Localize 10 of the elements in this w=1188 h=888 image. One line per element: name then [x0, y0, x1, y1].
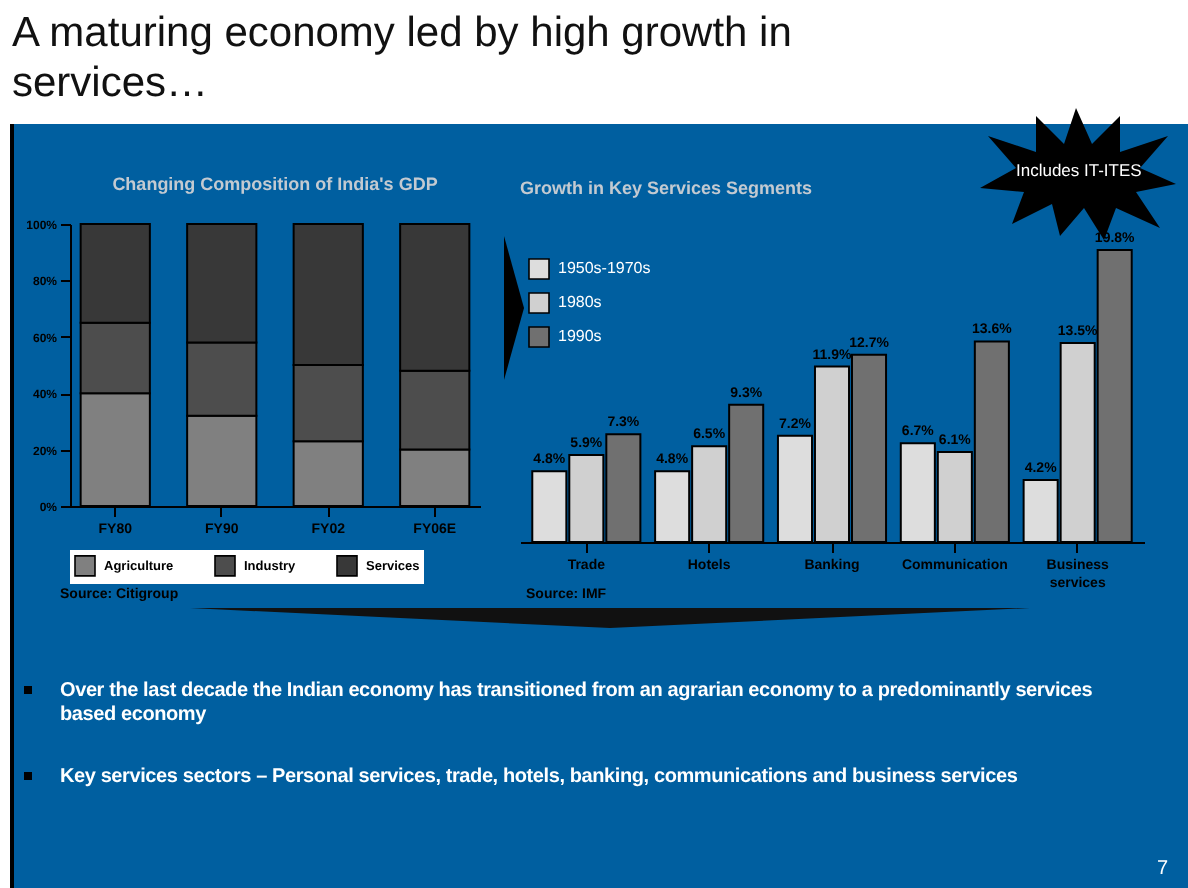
- chart-title: Changing Composition of India's GDP: [112, 174, 438, 194]
- legend-label: 1990s: [558, 327, 602, 345]
- text: Includes IT-ITES: [1016, 160, 1142, 180]
- text: Key services sectors – Personal services, trade, hotels, banking, communications and business services: [60, 766, 1020, 790]
- text: 7: [1156, 858, 1168, 880]
- legend-label: 1950s-1970s: [558, 259, 651, 277]
- chart-title: Growth in Key Services Segments: [520, 178, 813, 198]
- text: Over the last decade the Indian economy has transitioned from an agrarian economy to a predominantly services based economy: [60, 680, 1095, 728]
- legend-label: 1980s: [558, 293, 602, 311]
- text: A maturing economy led by high growth in services…: [12, 8, 794, 108]
